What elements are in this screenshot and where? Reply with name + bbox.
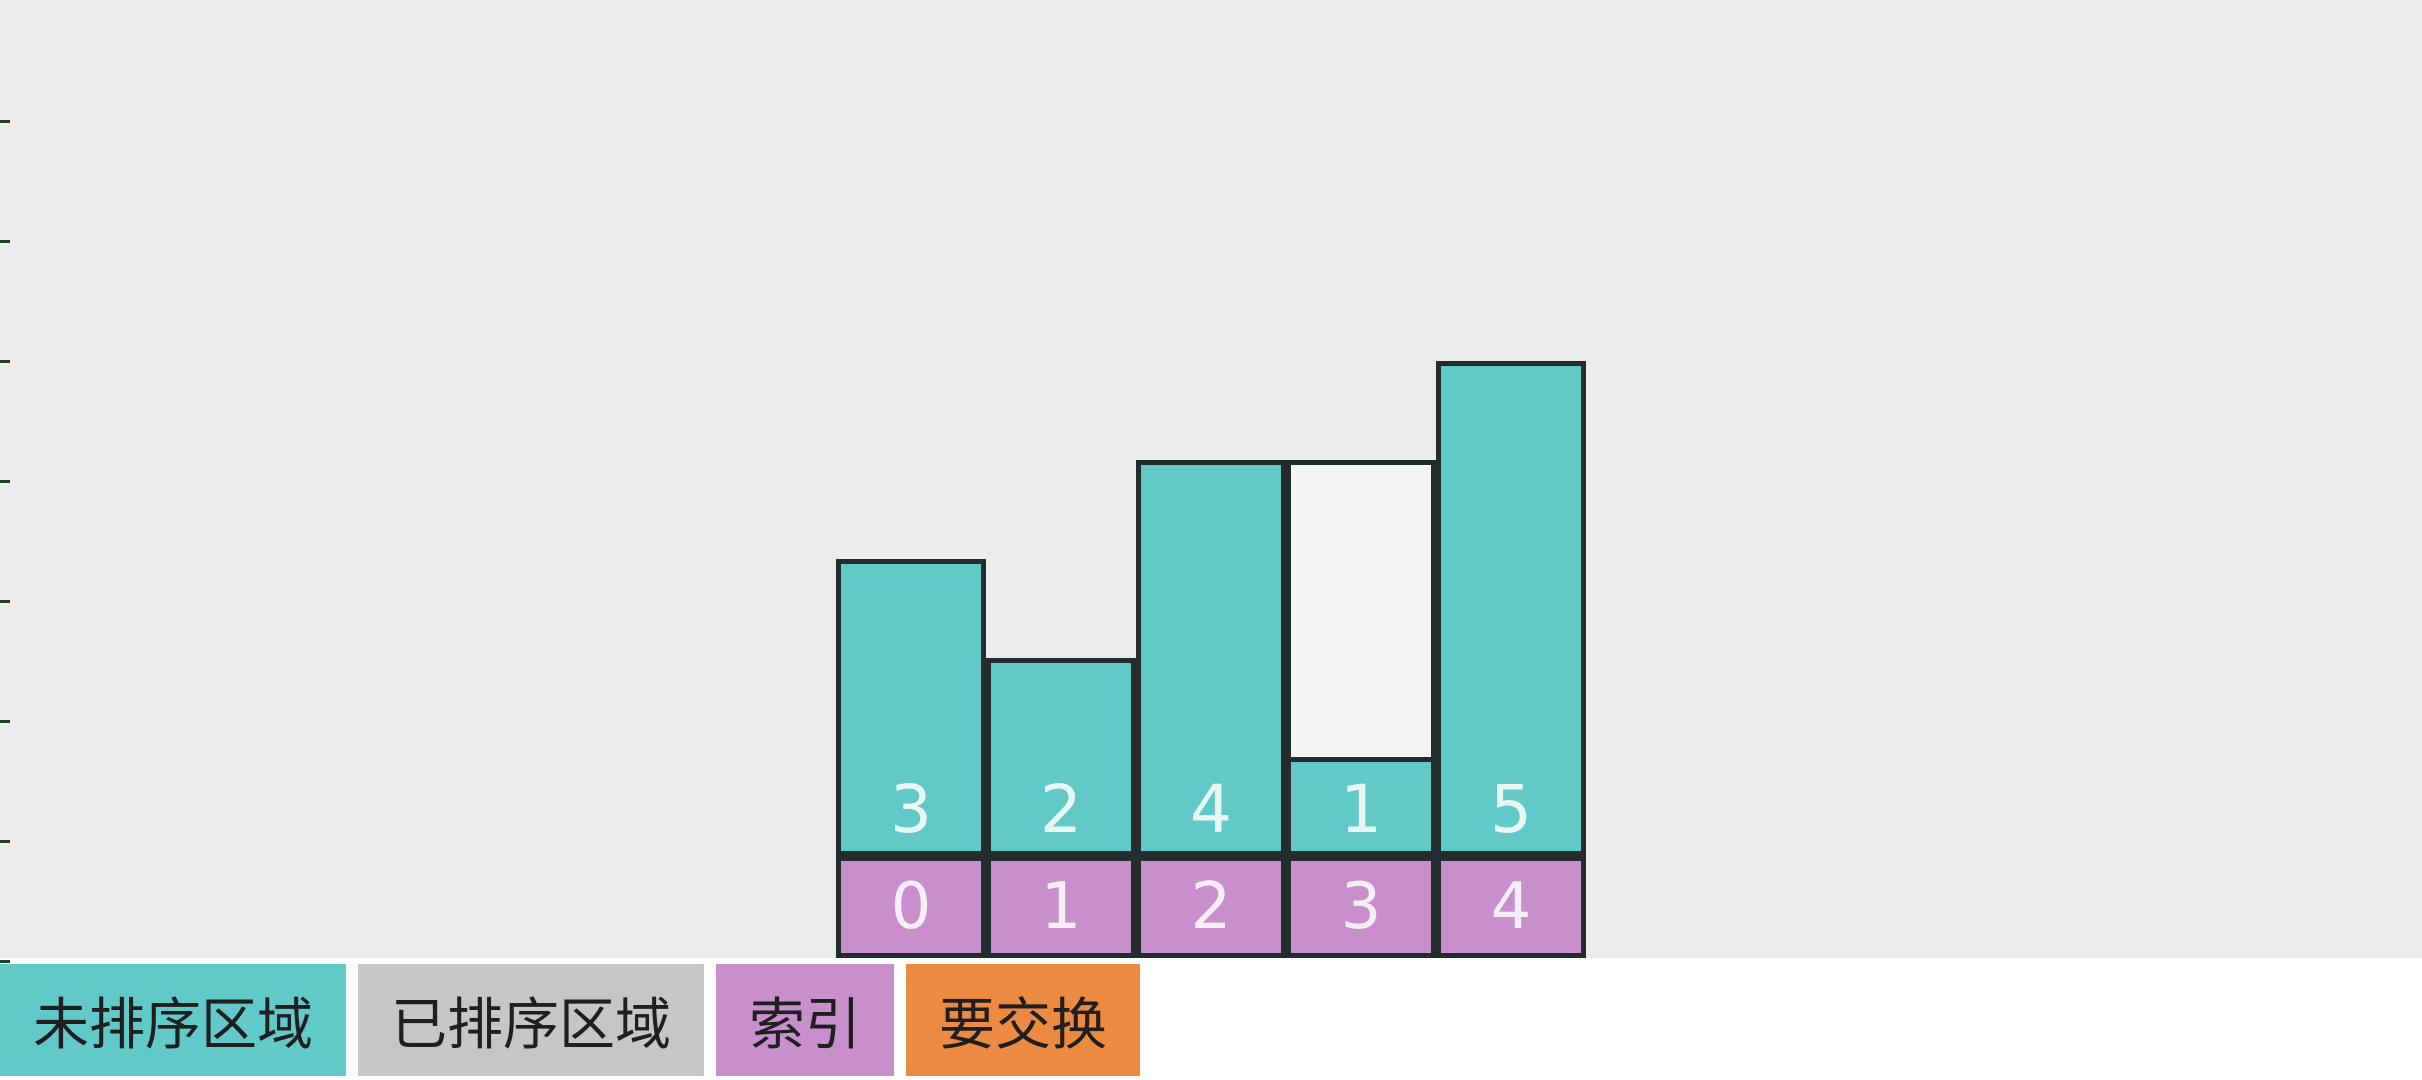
legend-item-3: 要交换: [906, 964, 1140, 1076]
axis-tick: [0, 720, 10, 723]
axis-tick: [0, 960, 10, 963]
axis-tick: [0, 480, 10, 483]
index-cell-2: 2: [1136, 856, 1286, 958]
axis-tick: [0, 600, 10, 603]
bar-value-label: 2: [1040, 771, 1082, 848]
bar-value-5: 5: [1436, 361, 1586, 856]
bar-value-label: 1: [1340, 771, 1382, 848]
axis-tick: [0, 120, 10, 123]
bar-value-label: 4: [1190, 771, 1232, 848]
legend: 未排序区域 已排序区域 索引 要交换: [0, 964, 1140, 1076]
bar-value-2: 2: [986, 658, 1136, 856]
bar-value-3: 3: [836, 559, 986, 856]
axis-tick: [0, 840, 10, 843]
index-cell-0: 0: [836, 856, 986, 958]
legend-item-0: 未排序区域: [0, 964, 346, 1076]
legend-item-2: 索引: [716, 964, 894, 1076]
legend-item-1: 已排序区域: [358, 964, 704, 1076]
bar-value-1: 1: [1286, 757, 1436, 856]
axis-tick: [0, 240, 10, 243]
index-cell-3: 3: [1286, 856, 1436, 958]
bar-value-label: 3: [890, 771, 932, 848]
ghost-slot: [1286, 460, 1436, 762]
axis-tick: [0, 360, 10, 363]
index-cell-4: 4: [1436, 856, 1586, 958]
index-cell-1: 1: [986, 856, 1136, 958]
bar-value-label: 5: [1490, 771, 1532, 848]
bar-value-4: 4: [1136, 460, 1286, 856]
